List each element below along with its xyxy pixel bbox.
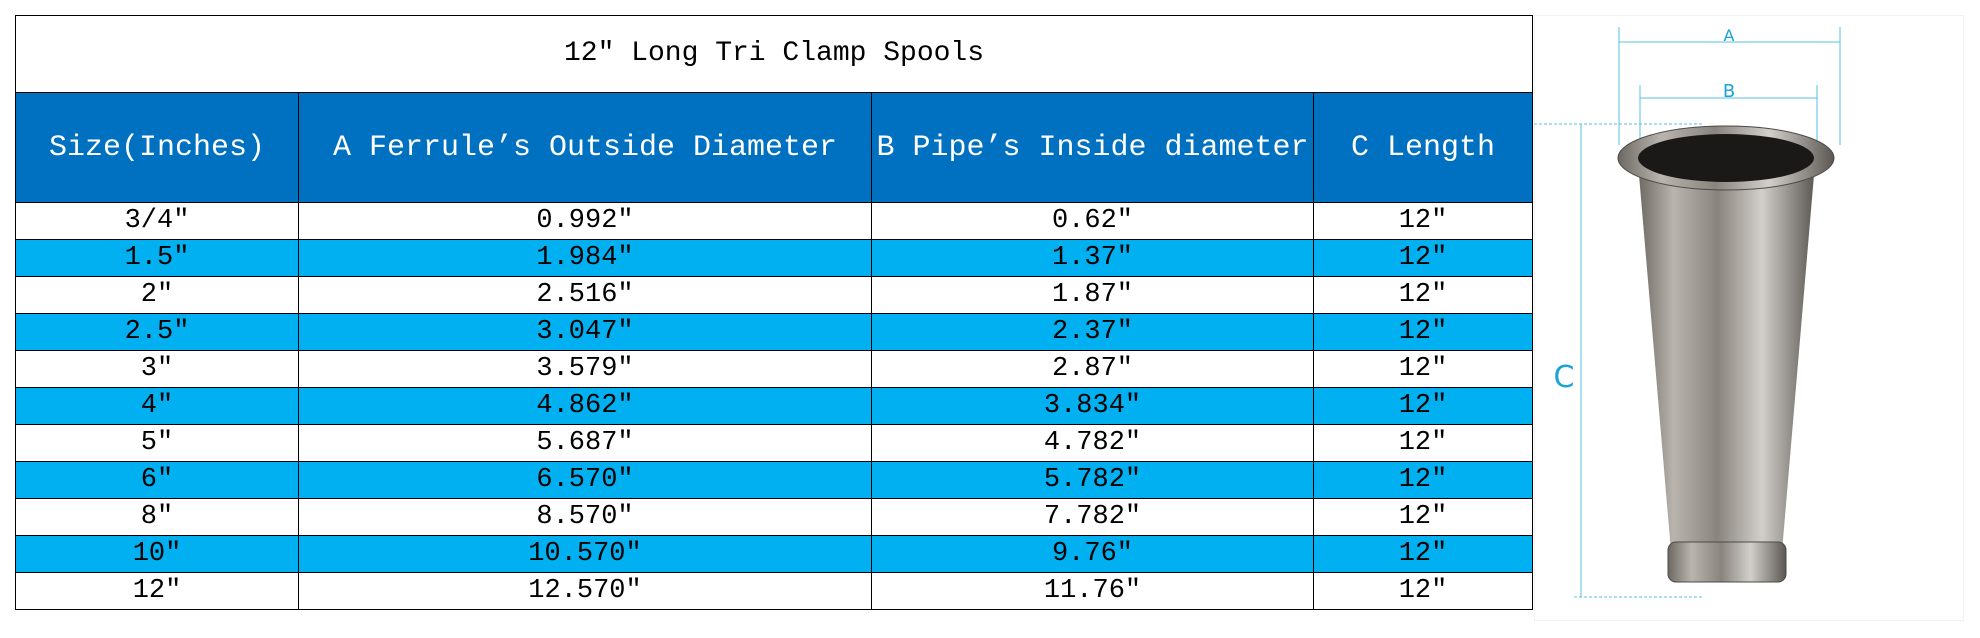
table-cell: 12.570″ (298, 572, 872, 610)
table-cell: 1.37″ (871, 239, 1314, 277)
table-cell: 2.87″ (871, 350, 1314, 388)
table-cell: 3″ (15, 350, 299, 388)
product-image: A B C (1534, 15, 1964, 621)
table-cell: 6″ (15, 461, 299, 499)
table-cell: 12″ (1312, 313, 1534, 351)
table-cell: 12″ (1312, 424, 1534, 462)
column-header: B Pipe’s Inside diameter (871, 92, 1314, 203)
header-row: Size(Inches) A Ferrule’s Outside Diameter… (15, 92, 1534, 203)
table-cell: 4.782″ (871, 424, 1314, 462)
table-cell: 5″ (15, 424, 299, 462)
table-row: 10″ 10.570″ 9.76″ 12″ (15, 535, 1534, 573)
table-cell: 2.516″ (298, 276, 872, 314)
table-cell: 3.579″ (298, 350, 872, 388)
title-row: 12″ Long Tri Clamp Spools (14, 15, 1534, 93)
table-cell: 12″ (1312, 239, 1534, 277)
table-body: 12″ Long Tri Clamp Spools Size(Inches) A … (14, 15, 1534, 610)
table-row: 6″ 6.570″ 5.782″ 12″ (15, 461, 1534, 499)
column-header: Size(Inches) (15, 92, 299, 203)
column-header: C Length (1312, 92, 1534, 203)
table-cell: 12″ (1312, 572, 1534, 610)
table-cell: 10″ (15, 535, 299, 573)
table-row: 2.5″ 3.047″ 2.37″ 12″ (15, 313, 1534, 351)
table-row: 3″ 3.579″ 2.87″ 12″ (15, 350, 1534, 388)
table-cell: 12″ (1312, 498, 1534, 536)
table-cell: 6.570″ (298, 461, 872, 499)
table-cell: 12″ (1312, 350, 1534, 388)
spool-tube (1638, 163, 1815, 575)
table-cell: 4″ (15, 387, 299, 425)
table-cell: 12″ (1312, 202, 1534, 240)
table-cell: 10.570″ (298, 535, 872, 573)
table-cell: 3.834″ (871, 387, 1314, 425)
table-row: 12″ 12.570″ 11.76″ 12″ (15, 572, 1534, 610)
dimension-label: C (1554, 360, 1575, 395)
table-cell: 3/4″ (15, 202, 299, 240)
table-cell: 4.862″ (298, 387, 872, 425)
table-cell: 2″ (15, 276, 299, 314)
table-cell: 0.992″ (298, 202, 872, 240)
table-cell: 11.76″ (871, 572, 1314, 610)
dimension-label: B (1723, 81, 1735, 102)
table-cell: 2.5″ (15, 313, 299, 351)
table-cell: 2.37″ (871, 313, 1314, 351)
table-cell: 12″ (1312, 461, 1534, 499)
table-row: 1.5″ 1.984″ 1.37″ 12″ (15, 239, 1534, 277)
dimension-lines (1534, 27, 1841, 598)
table-row: 2″ 2.516″ 1.87″ 12″ (15, 276, 1534, 314)
spool-bottom-flange (1667, 541, 1787, 583)
dimension-label: A (1724, 26, 1735, 45)
table-cell: 9.76″ (871, 535, 1314, 573)
table-cell: 1.87″ (871, 276, 1314, 314)
table-row: 3/4″ 0.992″ 0.62″ 12″ (15, 202, 1534, 240)
table-cell: 0.62″ (871, 202, 1314, 240)
table-cell: 8″ (15, 498, 299, 536)
table-cell: 3.047″ (298, 313, 872, 351)
table-cell: 12″ (15, 572, 299, 610)
table-cell: 5.687″ (298, 424, 872, 462)
table-cell: 5.782″ (871, 461, 1314, 499)
table-cell: 7.782″ (871, 498, 1314, 536)
table-cell: 12″ (1312, 276, 1534, 314)
table-cell: 1.5″ (15, 239, 299, 277)
table-cell: 1.984″ (298, 239, 872, 277)
table-row: 4″ 4.862″ 3.834″ 12″ (15, 387, 1534, 425)
table-cell: 8.570″ (298, 498, 872, 536)
table-row: 5″ 5.687″ 4.782″ 12″ (15, 424, 1534, 462)
table-cell: 12″ (1312, 535, 1534, 573)
spool-opening (1638, 134, 1814, 182)
table-title: 12″ Long Tri Clamp Spools (14, 15, 1534, 93)
column-header: A Ferrule’s Outside Diameter (298, 92, 872, 203)
table-cell: 12″ (1312, 387, 1534, 425)
table-row: 8″ 8.570″ 7.782″ 12″ (15, 498, 1534, 536)
spec-table: 12″ Long Tri Clamp Spools Size(Inches) A … (14, 15, 1534, 610)
